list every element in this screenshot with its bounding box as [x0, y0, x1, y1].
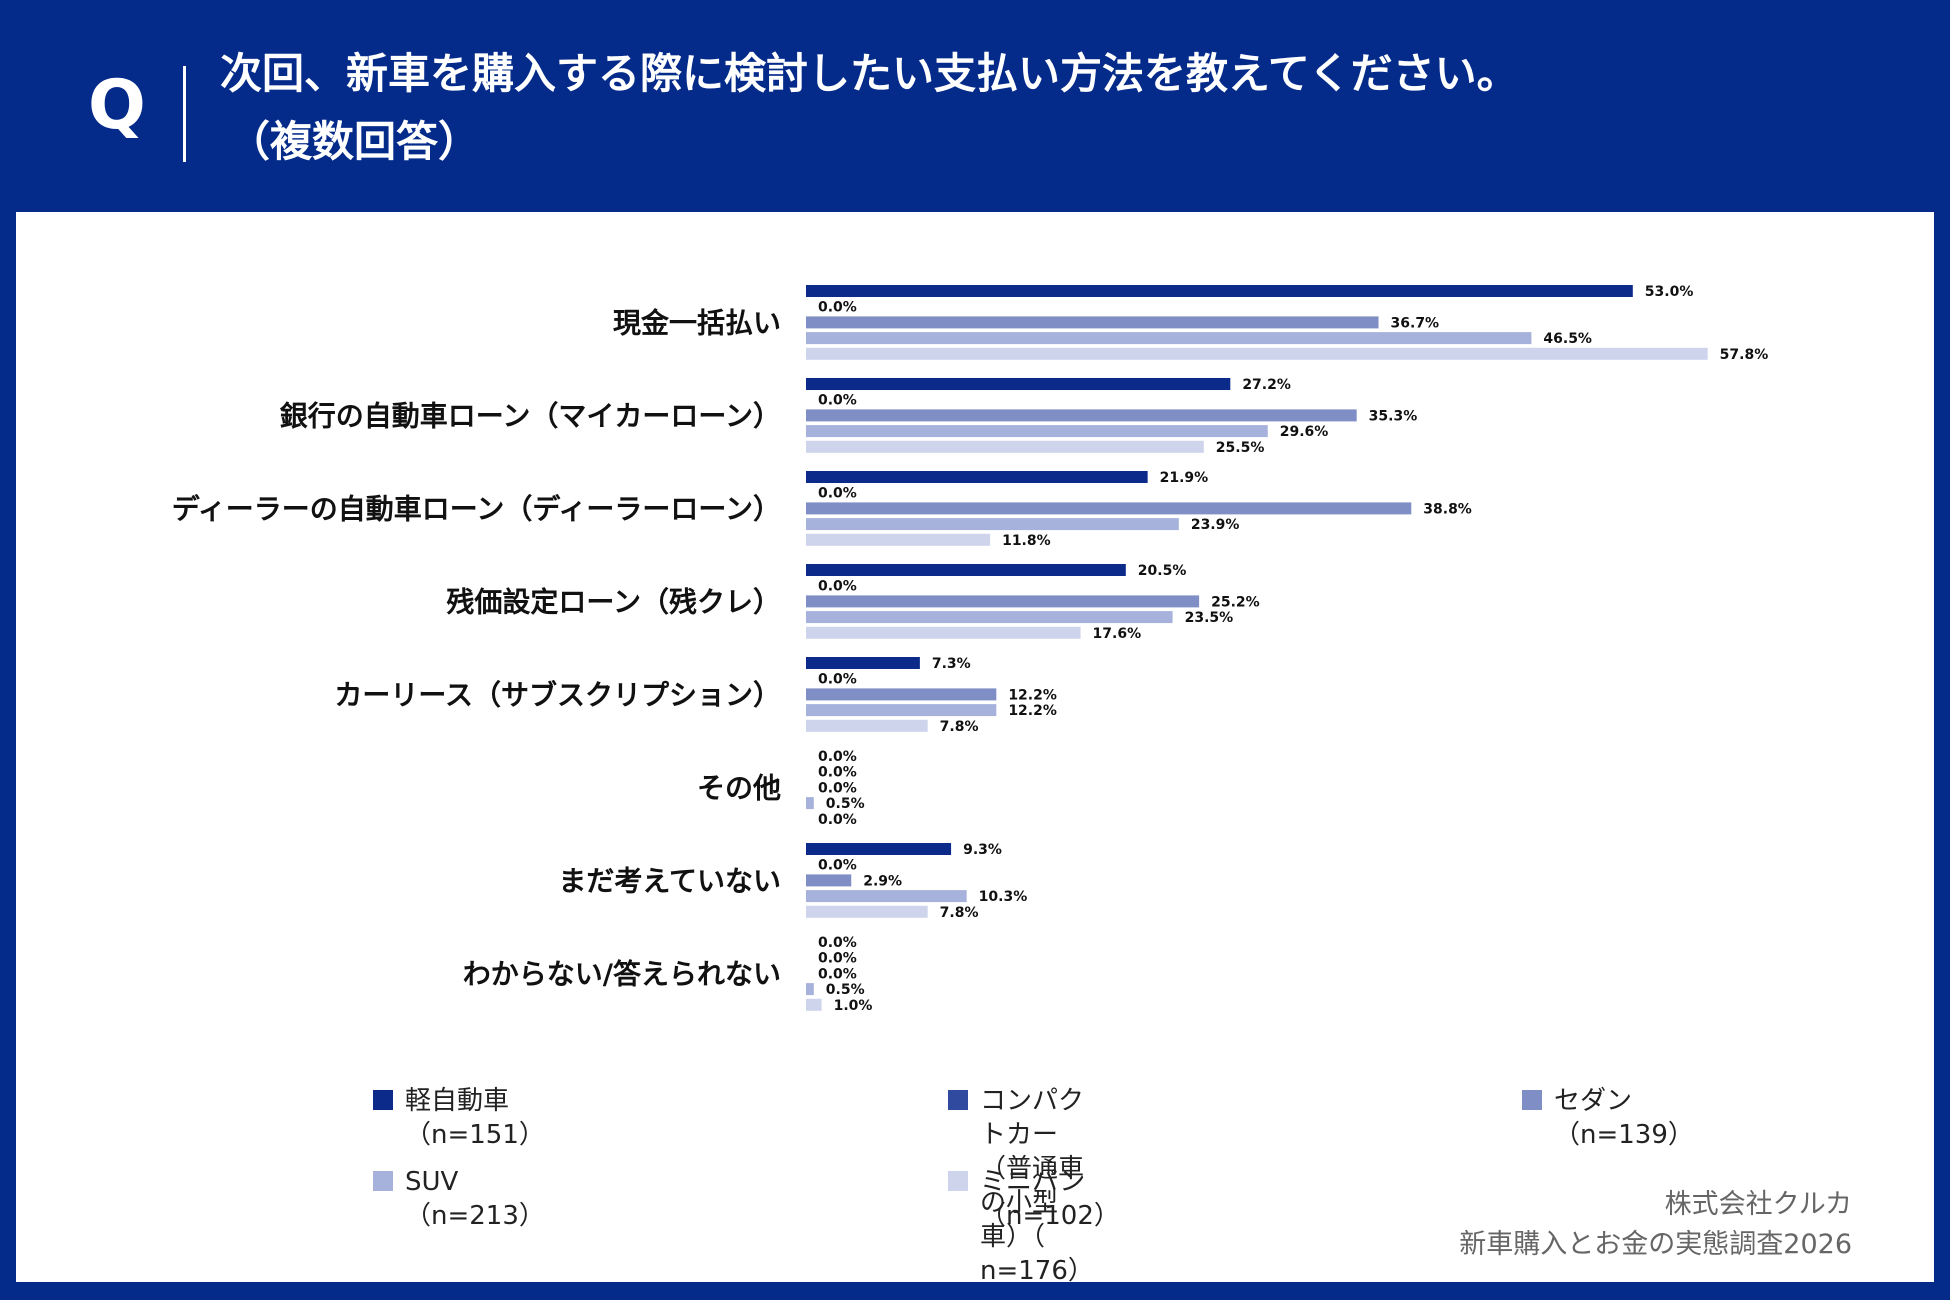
- bar: [806, 688, 997, 701]
- legend-swatch-minivan: [948, 1171, 968, 1191]
- chart-panel: 現金一括払い 53.0% 0.0% 36.7% 46.5% 57.8% 銀行の自動車ローン（…: [16, 212, 1934, 1286]
- bar: [806, 704, 997, 717]
- bar-value-label: 0.0%: [818, 858, 857, 874]
- bar: [806, 611, 1173, 624]
- category-label: 銀行の自動車ローン（マイカーローン）: [280, 399, 781, 432]
- category-label: ディーラーの自動車ローン（ディーラーローン）: [172, 492, 781, 525]
- bar: [806, 905, 928, 918]
- bar-value-label: 0.0%: [818, 780, 857, 796]
- bar-value-label: 0.0%: [818, 765, 857, 781]
- legend-swatch-sedan: [1522, 1090, 1542, 1110]
- category-label: わからない/答えられない: [463, 957, 781, 990]
- bar: [806, 440, 1204, 453]
- bar-value-label: 0.0%: [818, 672, 857, 688]
- category-label: 残価設定ローン（残クレ）: [446, 585, 781, 618]
- bar-value-label: 20.5%: [1138, 563, 1187, 579]
- bar-value-label: 27.2%: [1242, 377, 1291, 393]
- legend-label: 軽自動車（n=151）: [405, 1086, 545, 1150]
- legend-item-minivan: ミニバン（n=102）: [948, 1165, 1120, 1233]
- header: Q 次回、新車を購入する際に検討したい支払い方法を教えてください。 （複数回答）: [0, 0, 1950, 212]
- bar-value-label: 25.5%: [1216, 440, 1265, 456]
- bar: [806, 998, 822, 1011]
- bar-value-label: 23.5%: [1185, 610, 1234, 626]
- legend-item-suv: SUV（n=213）: [373, 1165, 545, 1233]
- bar-value-label: 23.9%: [1191, 517, 1240, 533]
- bar-value-label: 0.0%: [818, 579, 857, 595]
- bar: [806, 502, 1412, 515]
- bar-value-label: 0.0%: [818, 935, 857, 951]
- bar: [806, 874, 852, 887]
- bar-value-label: 0.0%: [818, 749, 857, 765]
- bar-value-label: 2.9%: [863, 873, 902, 889]
- source-company: 株式会社クルカ: [1664, 1189, 1852, 1220]
- bar-chart: 現金一括払い 53.0% 0.0% 36.7% 46.5% 57.8% 銀行の自動車ローン（…: [172, 284, 1769, 1014]
- bar-value-label: 0.0%: [818, 486, 857, 502]
- bar-value-label: 17.6%: [1093, 626, 1142, 642]
- legend-item-sedan: セダン（n=139）: [1522, 1084, 1694, 1152]
- bar-value-label: 29.6%: [1280, 424, 1329, 440]
- legend-label: SUV（n=213）: [405, 1167, 545, 1231]
- bar-value-label: 10.3%: [979, 889, 1028, 905]
- header-divider: [183, 66, 186, 162]
- bar-value-label: 7.8%: [940, 905, 979, 921]
- bar: [806, 409, 1357, 422]
- bar: [806, 471, 1148, 483]
- bar: [806, 797, 814, 810]
- bar-value-label: 36.7%: [1391, 315, 1440, 331]
- bar-value-label: 0.0%: [818, 393, 857, 409]
- bar-value-label: 11.8%: [1002, 533, 1051, 549]
- bar-value-label: 57.8%: [1720, 347, 1769, 363]
- bar: [806, 564, 1126, 576]
- bar-value-label: 12.2%: [1008, 687, 1057, 703]
- bar-value-label: 7.8%: [940, 719, 979, 735]
- category-label: カーリース（サブスクリプション）: [334, 678, 781, 711]
- bar-value-label: 0.5%: [826, 796, 865, 812]
- bar-value-label: 12.2%: [1008, 703, 1057, 719]
- category-label: 現金一括払い: [613, 306, 781, 339]
- bar-value-label: 0.0%: [818, 300, 857, 316]
- bar: [806, 890, 967, 903]
- bar: [806, 983, 814, 996]
- legend-label: セダン（n=139）: [1554, 1086, 1694, 1150]
- bar: [806, 316, 1379, 329]
- bar: [806, 332, 1532, 345]
- bar-value-label: 53.0%: [1645, 284, 1694, 300]
- question-subtitle: （複数回答）: [228, 117, 481, 166]
- bar-value-label: 9.3%: [963, 842, 1002, 858]
- bar-value-label: 0.0%: [818, 812, 857, 828]
- bar-value-label: 1.0%: [834, 998, 873, 1014]
- bar: [806, 425, 1268, 438]
- bar: [806, 533, 991, 546]
- legend-label: ミニバン（n=102）: [980, 1167, 1120, 1231]
- legend-swatch-suv: [373, 1171, 393, 1191]
- question-mark: Q: [88, 66, 146, 145]
- legend-swatch-compact: [948, 1090, 968, 1110]
- bar-value-label: 0.0%: [818, 951, 857, 967]
- bar-value-label: 25.2%: [1211, 594, 1260, 610]
- bar: [806, 719, 928, 732]
- bar-value-label: 38.8%: [1423, 501, 1472, 517]
- bar-value-label: 35.3%: [1369, 408, 1418, 424]
- bar: [806, 285, 1633, 297]
- bar: [806, 595, 1200, 608]
- legend-label: コンパクトカー（普通車の小型車）（ n=176）: [980, 1086, 1094, 1286]
- question-title: 次回、新車を購入する際に検討したい支払い方法を教えてください。: [220, 49, 1519, 98]
- bar: [806, 378, 1231, 390]
- bar-value-label: 0.5%: [826, 982, 865, 998]
- bar-value-label: 21.9%: [1160, 470, 1209, 486]
- bar: [806, 657, 920, 669]
- bar: [806, 518, 1179, 531]
- category-label: まだ考えていない: [558, 864, 781, 897]
- bar: [806, 347, 1708, 360]
- category-label: その他: [697, 771, 781, 804]
- legend-item-compact: コンパクトカー（普通車の小型車）（ n=176）: [948, 1084, 1094, 1288]
- legend-item-kei: 軽自動車（n=151）: [373, 1084, 545, 1152]
- legend-swatch-kei: [373, 1090, 393, 1110]
- bar-value-label: 7.3%: [932, 656, 971, 672]
- bar: [806, 626, 1081, 639]
- bar-value-label: 0.0%: [818, 966, 857, 982]
- bar-value-label: 46.5%: [1543, 331, 1592, 347]
- source-survey: 新車購入とお金の実態調査2026: [1459, 1229, 1852, 1260]
- bar: [806, 843, 952, 855]
